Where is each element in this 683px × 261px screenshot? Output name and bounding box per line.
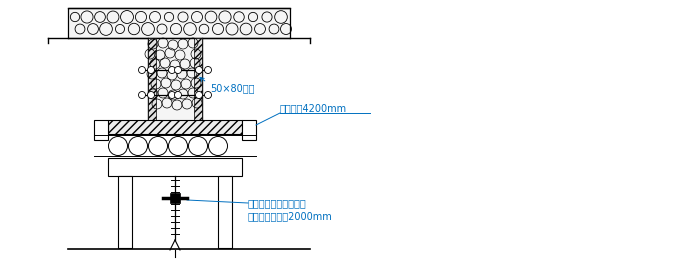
- Circle shape: [169, 92, 176, 98]
- Bar: [148, 38, 202, 120]
- Bar: [94, 120, 108, 140]
- Circle shape: [148, 137, 167, 156]
- Circle shape: [208, 137, 227, 156]
- Circle shape: [139, 67, 145, 74]
- Circle shape: [139, 92, 145, 98]
- Bar: [218, 176, 232, 248]
- Circle shape: [174, 92, 182, 98]
- Circle shape: [169, 137, 188, 156]
- Bar: [242, 120, 256, 140]
- Circle shape: [148, 67, 154, 74]
- Bar: [148, 38, 156, 120]
- Circle shape: [189, 137, 208, 156]
- Bar: [108, 120, 242, 134]
- Circle shape: [148, 92, 154, 98]
- Circle shape: [109, 137, 128, 156]
- Circle shape: [128, 137, 148, 156]
- Bar: [118, 176, 132, 248]
- Text: 可调项托，在梁底顺梁: 可调项托，在梁底顺梁: [248, 198, 307, 208]
- Bar: [108, 158, 242, 176]
- Circle shape: [169, 67, 176, 74]
- Text: 50×80木方: 50×80木方: [200, 78, 255, 93]
- Circle shape: [195, 67, 202, 74]
- Bar: [68, 8, 290, 38]
- Bar: [194, 38, 202, 120]
- Circle shape: [195, 92, 202, 98]
- Circle shape: [174, 67, 182, 74]
- Text: 梁底木套4200mm: 梁底木套4200mm: [280, 103, 347, 113]
- Bar: [170, 193, 180, 203]
- Text: 长方向设一排䈀2000mm: 长方向设一排䈀2000mm: [248, 211, 333, 221]
- Circle shape: [204, 67, 212, 74]
- Circle shape: [204, 92, 212, 98]
